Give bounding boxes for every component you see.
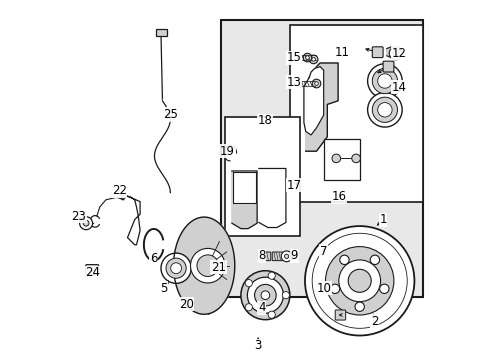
Text: 7: 7 [319, 245, 327, 258]
Circle shape [161, 253, 191, 283]
Circle shape [367, 93, 401, 127]
Circle shape [311, 79, 320, 88]
Polygon shape [303, 67, 323, 135]
Circle shape [388, 47, 401, 60]
Circle shape [371, 68, 397, 94]
Polygon shape [232, 172, 256, 203]
Text: 18: 18 [257, 114, 272, 127]
FancyBboxPatch shape [382, 61, 393, 72]
Polygon shape [258, 168, 285, 228]
Circle shape [267, 311, 275, 318]
FancyBboxPatch shape [156, 29, 167, 36]
Text: 12: 12 [391, 47, 406, 60]
Circle shape [379, 284, 388, 293]
Text: 15: 15 [286, 51, 301, 64]
Circle shape [303, 53, 311, 62]
Text: 14: 14 [391, 81, 406, 94]
Circle shape [347, 269, 370, 292]
Circle shape [305, 56, 309, 59]
Text: 21: 21 [211, 261, 225, 274]
Text: 4: 4 [258, 301, 265, 314]
Circle shape [254, 284, 276, 306]
Circle shape [314, 82, 318, 85]
Polygon shape [386, 47, 393, 58]
Circle shape [261, 291, 269, 300]
Circle shape [190, 248, 224, 283]
Polygon shape [305, 63, 337, 151]
FancyBboxPatch shape [272, 252, 283, 261]
Circle shape [311, 58, 315, 61]
Circle shape [330, 284, 339, 293]
Bar [323, 139, 359, 180]
Text: 2: 2 [370, 315, 378, 328]
FancyBboxPatch shape [335, 310, 345, 320]
FancyBboxPatch shape [371, 47, 382, 58]
Circle shape [338, 260, 380, 302]
Bar [224, 117, 300, 236]
Text: 3: 3 [254, 339, 262, 352]
Circle shape [331, 154, 340, 163]
Circle shape [354, 302, 364, 311]
Circle shape [83, 220, 89, 226]
Text: 10: 10 [316, 282, 330, 294]
Text: 11: 11 [334, 46, 349, 59]
Circle shape [305, 226, 413, 336]
Text: 6: 6 [150, 252, 157, 265]
Circle shape [325, 247, 393, 315]
Circle shape [170, 263, 181, 274]
Text: 9: 9 [290, 249, 297, 262]
Circle shape [241, 271, 289, 320]
Text: 25: 25 [163, 108, 178, 121]
Text: 8: 8 [258, 249, 265, 262]
Circle shape [392, 50, 398, 56]
Polygon shape [231, 171, 257, 229]
FancyBboxPatch shape [85, 265, 99, 275]
Circle shape [339, 255, 348, 265]
Circle shape [351, 154, 360, 163]
Circle shape [247, 277, 283, 313]
Circle shape [377, 74, 391, 88]
Circle shape [309, 55, 317, 64]
Text: 17: 17 [286, 179, 301, 192]
Circle shape [281, 251, 291, 262]
Text: 22: 22 [111, 184, 126, 197]
Circle shape [367, 64, 401, 98]
Circle shape [371, 97, 397, 122]
Circle shape [284, 254, 288, 258]
Circle shape [80, 217, 92, 230]
Bar [221, 20, 422, 297]
Circle shape [267, 272, 275, 279]
Circle shape [197, 255, 218, 276]
Text: 13: 13 [286, 76, 301, 89]
Text: 16: 16 [331, 190, 346, 203]
Circle shape [369, 255, 379, 265]
Text: 1: 1 [379, 213, 386, 226]
Text: 20: 20 [179, 298, 193, 311]
Text: 23: 23 [71, 210, 86, 222]
Text: 19: 19 [220, 145, 235, 158]
Circle shape [282, 292, 289, 299]
Circle shape [244, 279, 252, 287]
Circle shape [244, 304, 252, 311]
Circle shape [166, 258, 186, 278]
Bar [289, 25, 422, 202]
Circle shape [377, 103, 391, 117]
FancyBboxPatch shape [260, 252, 270, 261]
Text: 5: 5 [160, 282, 167, 294]
Polygon shape [173, 217, 234, 314]
Text: 24: 24 [85, 266, 100, 279]
Circle shape [311, 233, 407, 328]
